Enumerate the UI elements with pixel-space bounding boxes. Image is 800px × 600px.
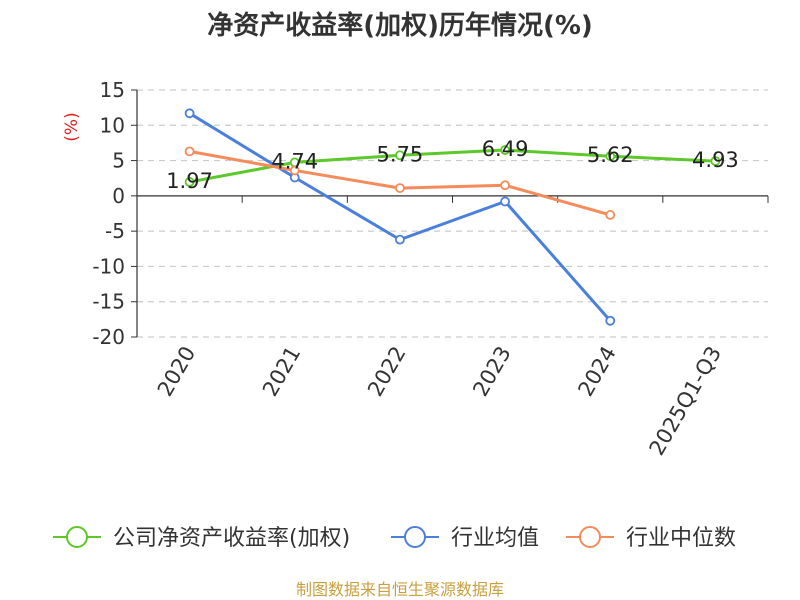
axes [131,89,769,338]
series-0-point-0 [184,177,195,187]
data-label-2: 5.75 [377,142,424,166]
legend-marker-1 [404,526,426,548]
x-tick-label-1: 2021 [258,342,306,400]
series-2-point-2 [395,183,405,193]
source-note: 制图数据来自恒生聚源数据库 [296,580,504,599]
x-tick-labels: 2020 2021 2022 2023 2024 2025Q1-Q3 [153,342,726,459]
data-label-3: 6.49 [482,137,529,161]
legend-label-1: 行业均值 [451,526,539,551]
data-label-4: 5.62 [587,143,634,167]
series-lines [184,108,721,326]
y-tick-label-6: -15 [92,290,125,314]
y-tick-label-2: 5 [112,149,125,173]
data-label-1: 4.74 [271,149,318,173]
x-tick-label-3: 2023 [468,342,516,400]
series-2-point-0 [184,146,195,157]
series-1-point-3 [500,196,510,207]
y-tick-labels: 15 10 5 0 -5 -10 -15 -20 [92,78,125,349]
y-tick-label-3: 0 [112,184,125,208]
y-tick-label-7: -20 [92,325,125,349]
legend-marker-2 [579,526,601,548]
series-0-point-4 [605,151,616,162]
data-label-0: 1.97 [166,169,213,193]
x-tick-label-4: 2024 [573,342,621,400]
x-tick-label-5: 2025Q1-Q3 [645,342,727,459]
legend-label-0: 公司净资产收益率(加权) [113,526,350,551]
data-labels: 1.97 4.74 5.75 6.49 5.62 4.93 [166,137,739,193]
data-label-5: 4.93 [692,148,739,172]
series-0-point-2 [395,150,405,161]
legend-label-2: 行业中位数 [626,526,736,551]
series-0-point-5 [710,156,721,166]
series-1-point-4 [605,315,616,326]
x-tick-label-0: 2020 [153,342,201,400]
grid-lines [137,89,768,338]
legend-marker-0 [66,526,88,548]
y-axis-unit: (%) [62,112,82,141]
series-2-point-4 [605,210,616,220]
y-tick-label-1: 10 [100,113,125,137]
y-tick-label-0: 15 [100,78,125,102]
legend: 公司净资产收益率(加权) 行业均值 行业中位数 [53,526,736,551]
x-tick-label-2: 2022 [363,342,411,400]
chart-title: 净资产收益率(加权)历年情况(%) [207,10,593,41]
series-0-point-3 [500,145,510,155]
series-1-point-2 [395,234,405,245]
y-tick-label-4: -5 [105,219,125,243]
series-2-point-1 [289,165,300,176]
series-2-point-3 [500,180,510,191]
y-tick-label-5: -10 [92,254,125,278]
series-1-point-0 [184,108,195,119]
